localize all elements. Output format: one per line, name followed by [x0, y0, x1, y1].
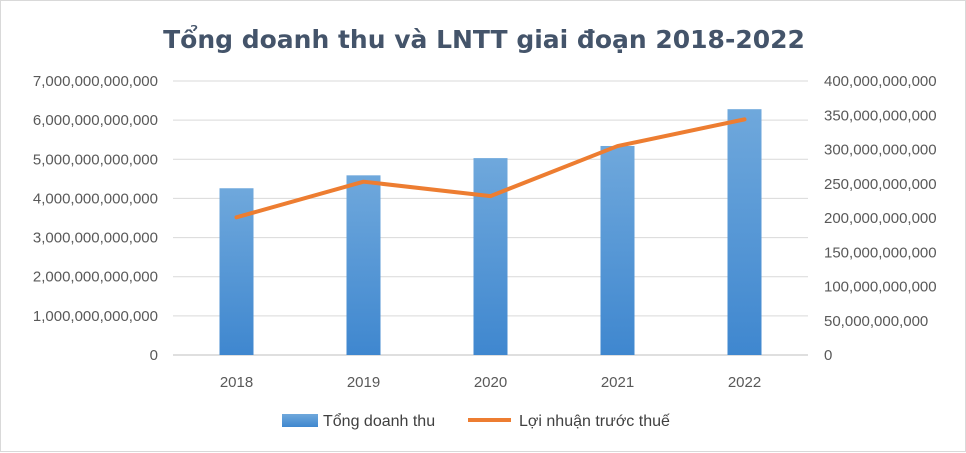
left-tick-label: 6,000,000,000,000	[33, 112, 158, 129]
legend-label-revenue: Tổng doanh thu	[323, 412, 435, 430]
left-tick-label: 1,000,000,000,000	[33, 308, 158, 325]
legend-label-profit: Lợi nhuận trước thuế	[519, 413, 670, 430]
legend-swatch-revenue	[282, 414, 318, 427]
left-tick-label: 0	[150, 347, 158, 364]
right-tick-label: 350,000,000,000	[824, 107, 937, 124]
right-tick-label: 50,000,000,000	[824, 313, 928, 330]
right-tick-label: 0	[824, 347, 832, 364]
bar-2019	[347, 175, 381, 355]
right-tick-label: 100,000,000,000	[824, 279, 937, 296]
legend: Tổng doanh thu Lợi nhuận trước thuế	[282, 412, 670, 430]
left-tick-label: 2,000,000,000,000	[33, 269, 158, 286]
x-axis-ticks: 2018 2019 2020 2021 2022	[220, 374, 761, 391]
chart-title: Tổng doanh thu và LNTT giai đoạn 2018-20…	[163, 24, 805, 54]
right-axis-ticks: 0 50,000,000,000 100,000,000,000 150,000,00…	[824, 73, 937, 364]
x-tick-label: 2020	[474, 374, 507, 391]
right-tick-label: 150,000,000,000	[824, 244, 937, 261]
right-tick-label: 250,000,000,000	[824, 176, 937, 193]
x-tick-label: 2018	[220, 374, 253, 391]
left-tick-label: 7,000,000,000,000	[33, 73, 158, 90]
bar-2020	[474, 158, 508, 355]
right-tick-label: 300,000,000,000	[824, 142, 937, 159]
left-tick-label: 5,000,000,000,000	[33, 151, 158, 168]
x-tick-label: 2022	[728, 374, 761, 391]
bar-2021	[601, 146, 635, 355]
bar-2022	[728, 109, 762, 355]
x-tick-label: 2019	[347, 374, 380, 391]
bar-series	[220, 109, 762, 355]
left-tick-label: 4,000,000,000,000	[33, 190, 158, 207]
left-tick-label: 3,000,000,000,000	[33, 230, 158, 247]
right-tick-label: 400,000,000,000	[824, 73, 937, 90]
left-axis-ticks: 0 1,000,000,000,000 2,000,000,000,000 3,000…	[33, 73, 158, 364]
x-tick-label: 2021	[601, 374, 634, 391]
right-tick-label: 200,000,000,000	[824, 210, 937, 227]
